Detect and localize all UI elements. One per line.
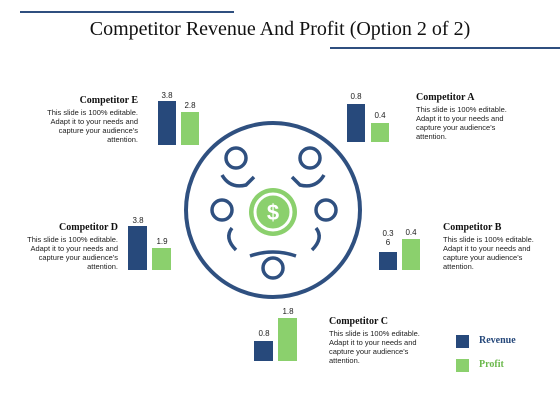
- competitor-e-profit-label: 2.8: [184, 101, 196, 110]
- competitor-a-profit-bar: [371, 123, 389, 142]
- competitor-b-revenue-bar: [379, 252, 397, 270]
- competitor-d-revenue-bar: [128, 226, 147, 270]
- legend-revenue-swatch: [456, 335, 469, 348]
- dollar-coin-icon: $: [249, 188, 297, 236]
- competitor-a-desc: This slide is 100% editable. Adapt it to…: [416, 105, 507, 141]
- competitor-a-revenue-label: 0.8: [350, 92, 362, 101]
- svg-text:$: $: [267, 200, 279, 225]
- competitor-c-revenue-bar: [254, 341, 273, 361]
- competitor-c-desc: This slide is 100% editable. Adapt it to…: [329, 329, 420, 365]
- title-line-right: [330, 47, 560, 49]
- competitor-e-revenue-label: 3.8: [161, 91, 173, 100]
- legend-profit-swatch: [456, 359, 469, 372]
- competitor-b-name: Competitor B: [443, 222, 502, 233]
- competitor-a-profit-label: 0.4: [374, 111, 386, 120]
- competitor-e-desc: This slide is 100% editable. Adapt it to…: [47, 108, 138, 144]
- competitor-b-desc: This slide is 100% editable. Adapt it to…: [443, 235, 534, 271]
- competitor-e-revenue-bar: [158, 101, 176, 145]
- competitor-e-name: Competitor E: [79, 95, 138, 106]
- competitor-a-revenue-bar: [347, 104, 365, 142]
- competitor-c-profit-bar: [278, 318, 297, 361]
- competitor-a-name: Competitor A: [416, 92, 475, 103]
- competitor-b-revenue-label: 0.3 6: [382, 229, 394, 247]
- competitor-d-revenue-label: 3.8: [132, 216, 144, 225]
- page-title: Competitor Revenue And Profit (Option 2 …: [89, 18, 471, 40]
- title-line-left: [20, 11, 234, 13]
- competitor-c-revenue-label: 0.8: [258, 329, 270, 338]
- competitor-d-profit-label: 1.9: [156, 237, 168, 246]
- competitor-b-profit-label: 0.4: [405, 228, 417, 237]
- competitor-e-profit-bar: [181, 112, 199, 145]
- legend-profit-label: Profit: [479, 359, 504, 370]
- competitor-c-name: Competitor C: [329, 316, 388, 327]
- competitor-c-profit-label: 1.8: [282, 307, 294, 316]
- competitor-b-profit-bar: [402, 239, 420, 270]
- legend-revenue-label: Revenue: [479, 335, 516, 346]
- competitor-d-name: Competitor D: [59, 222, 118, 233]
- competitor-d-profit-bar: [152, 248, 171, 270]
- competitor-d-desc: This slide is 100% editable. Adapt it to…: [27, 235, 118, 271]
